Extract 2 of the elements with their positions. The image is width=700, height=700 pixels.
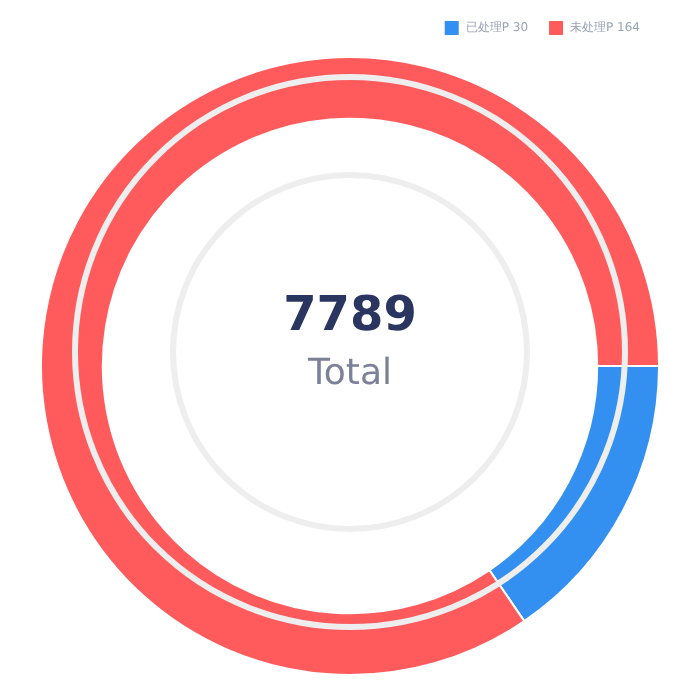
text: Total (305, 350, 395, 398)
text: 7789 (281, 284, 419, 344)
